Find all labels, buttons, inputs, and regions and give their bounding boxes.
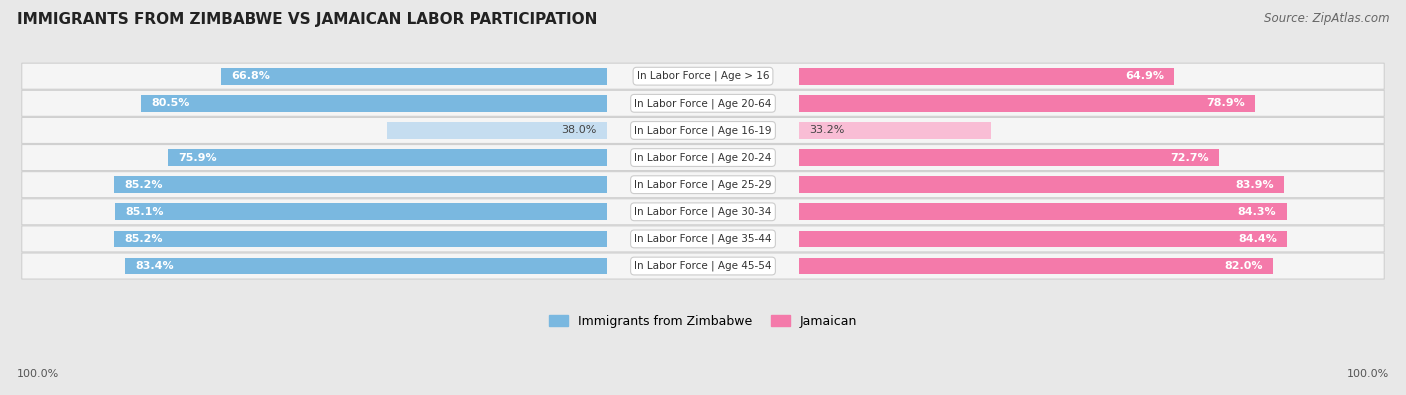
- FancyBboxPatch shape: [21, 145, 1385, 171]
- Bar: [114, 176, 606, 193]
- Legend: Immigrants from Zimbabwe, Jamaican: Immigrants from Zimbabwe, Jamaican: [544, 310, 862, 333]
- Text: 75.9%: 75.9%: [179, 152, 217, 163]
- Bar: [125, 258, 606, 275]
- Text: 84.3%: 84.3%: [1237, 207, 1277, 217]
- FancyBboxPatch shape: [21, 199, 1385, 225]
- Bar: [142, 95, 606, 112]
- Text: In Labor Force | Age 16-19: In Labor Force | Age 16-19: [634, 125, 772, 136]
- Bar: [169, 149, 606, 166]
- Text: In Labor Force | Age 20-64: In Labor Force | Age 20-64: [634, 98, 772, 109]
- Text: 100.0%: 100.0%: [1347, 369, 1389, 379]
- Bar: [800, 122, 991, 139]
- FancyBboxPatch shape: [21, 90, 1385, 117]
- FancyBboxPatch shape: [21, 253, 1385, 279]
- Bar: [387, 122, 606, 139]
- Text: IMMIGRANTS FROM ZIMBABWE VS JAMAICAN LABOR PARTICIPATION: IMMIGRANTS FROM ZIMBABWE VS JAMAICAN LAB…: [17, 12, 598, 27]
- Bar: [800, 149, 1219, 166]
- Text: 66.8%: 66.8%: [231, 71, 270, 81]
- Text: 85.1%: 85.1%: [125, 207, 163, 217]
- Text: 64.9%: 64.9%: [1125, 71, 1164, 81]
- Bar: [800, 95, 1256, 112]
- Text: In Labor Force | Age 35-44: In Labor Force | Age 35-44: [634, 234, 772, 244]
- Bar: [800, 258, 1274, 275]
- Text: 83.9%: 83.9%: [1236, 180, 1274, 190]
- Text: 83.4%: 83.4%: [135, 261, 173, 271]
- Bar: [115, 203, 606, 220]
- Bar: [800, 68, 1174, 85]
- FancyBboxPatch shape: [21, 172, 1385, 198]
- Text: 82.0%: 82.0%: [1225, 261, 1263, 271]
- FancyBboxPatch shape: [21, 63, 1385, 89]
- Text: 100.0%: 100.0%: [17, 369, 59, 379]
- Text: Source: ZipAtlas.com: Source: ZipAtlas.com: [1264, 12, 1389, 25]
- Bar: [800, 231, 1286, 247]
- Text: In Labor Force | Age 20-24: In Labor Force | Age 20-24: [634, 152, 772, 163]
- Text: In Labor Force | Age 25-29: In Labor Force | Age 25-29: [634, 179, 772, 190]
- Text: 85.2%: 85.2%: [125, 234, 163, 244]
- Text: 33.2%: 33.2%: [810, 126, 845, 135]
- FancyBboxPatch shape: [21, 226, 1385, 252]
- Text: 84.4%: 84.4%: [1237, 234, 1277, 244]
- Text: 72.7%: 72.7%: [1171, 152, 1209, 163]
- Text: 38.0%: 38.0%: [561, 126, 596, 135]
- Text: In Labor Force | Age > 16: In Labor Force | Age > 16: [637, 71, 769, 81]
- Text: In Labor Force | Age 30-34: In Labor Force | Age 30-34: [634, 207, 772, 217]
- Bar: [800, 176, 1284, 193]
- Bar: [800, 203, 1286, 220]
- FancyBboxPatch shape: [21, 117, 1385, 143]
- Text: 80.5%: 80.5%: [152, 98, 190, 108]
- Bar: [221, 68, 606, 85]
- Text: In Labor Force | Age 45-54: In Labor Force | Age 45-54: [634, 261, 772, 271]
- Text: 85.2%: 85.2%: [125, 180, 163, 190]
- Text: 78.9%: 78.9%: [1206, 98, 1244, 108]
- Bar: [114, 231, 606, 247]
